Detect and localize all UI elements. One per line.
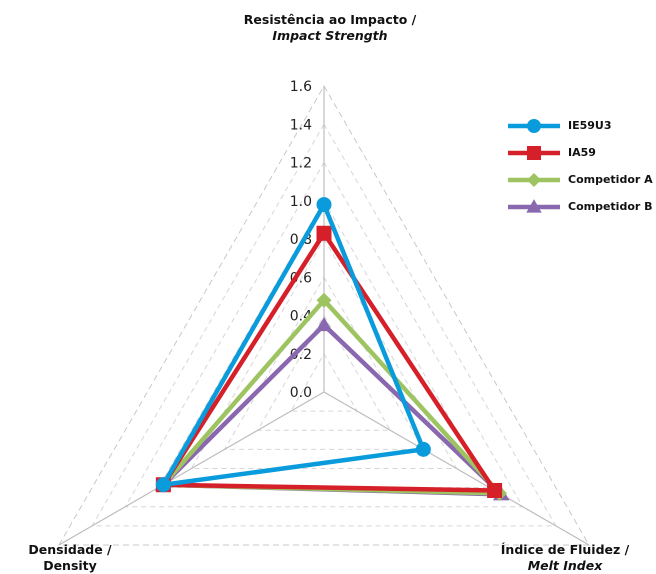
legend-item-competidor-b: Competidor B [506,193,654,220]
legend-label-ia59: IA59 [568,146,596,159]
axis-title-impact-strength: Resistência ao Impacto / Impact Strength [200,12,460,44]
legend-label-competidor-a: Competidor A [568,173,653,186]
tick-label: 0.0 [290,385,312,401]
data-point-competidor-a-0 [316,292,332,308]
grid-ring-7 [91,123,557,527]
tick-label: 1.6 [290,79,312,95]
series-line-ie59u3 [161,202,426,488]
series-line-ia59 [161,231,497,493]
axis-label-impact-en: Impact Strength [272,28,388,43]
legend-item-competidor-a: Competidor A [506,166,654,193]
legend-swatch-ia59 [508,145,560,160]
axis-spoke-1 [323,391,590,546]
data-point-ie59u3-0 [316,197,332,213]
legend-swatch-competidor-b [508,198,560,213]
tick-label: 1.0 [290,194,312,210]
data-point-competidor-b-0 [315,316,333,332]
tick-label: 1.2 [290,156,312,172]
axis-label-melt-en: Melt Index [527,558,603,573]
grid-ring-2 [256,314,392,431]
legend-label-competidor-b: Competidor B [568,200,653,213]
grid-ring-6 [124,161,524,508]
grid-ring-1 [290,352,358,412]
data-point-ie59u3-2 [155,477,171,493]
tick-label: 1.4 [290,117,312,133]
marker-triangle [526,198,542,213]
marker-square [527,145,541,160]
axis-title-melt-index: Índice de Fluidez / Melt Index [480,542,650,574]
legend-swatch-competidor-a [508,172,560,187]
axis-label-density: Densidade / [28,542,112,557]
grid-ring-3 [223,276,425,450]
data-point-ia59-1 [487,482,503,498]
legend-swatch-ie59u3 [508,118,560,133]
marker-circle [527,118,541,133]
axis-label-melt: Índice de Fluidez / [500,542,630,557]
grid-ring-8 [58,85,590,546]
legend-item-ia59: IA59 [506,139,654,166]
series-ie59u3 [155,197,431,493]
marker-diamond [527,172,541,187]
axis-label-impact: Resistência ao Impacto / [243,12,417,27]
grid-ring-4 [190,238,458,469]
radar-series [155,197,510,501]
data-point-ia59-0 [316,225,332,241]
axis-title-density: Densidade / Density [0,542,140,574]
data-point-ie59u3-1 [415,441,431,457]
legend-label-ie59u3: IE59U3 [568,119,612,132]
axis-spoke-2 [58,391,325,546]
chart-legend: IE59U3 IA59 Competidor A Competidor B [506,112,654,220]
legend-item-ie59u3: IE59U3 [506,112,654,139]
axis-label-density-en: Density [43,558,97,573]
